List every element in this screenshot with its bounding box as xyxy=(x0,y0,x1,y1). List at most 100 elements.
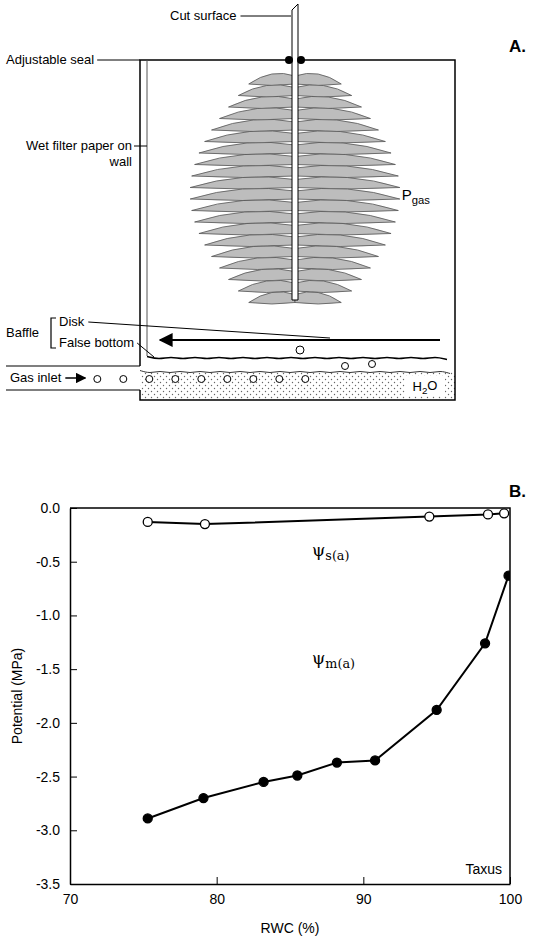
leaflet xyxy=(295,223,391,235)
bubble xyxy=(94,376,101,383)
bubble xyxy=(342,363,349,370)
label: False bottom xyxy=(59,335,134,350)
tick: -1.5 xyxy=(36,661,77,677)
label: Cut surface xyxy=(170,8,236,23)
tick: -3.5 xyxy=(36,876,77,892)
disk xyxy=(160,339,440,341)
label: Disk xyxy=(59,314,85,329)
x-axis-title: RWC (%) xyxy=(261,920,320,936)
seal-dot xyxy=(285,56,293,64)
bubble xyxy=(296,346,304,354)
tick-label: -1.5 xyxy=(36,661,60,677)
leaflet xyxy=(190,188,295,200)
label: Baffle xyxy=(6,325,39,340)
leaflet xyxy=(295,85,352,97)
subscript: gas xyxy=(412,194,431,206)
leaflet xyxy=(192,200,295,212)
tick-label: 70 xyxy=(63,891,79,907)
tick: 90 xyxy=(356,877,372,907)
tick-mark xyxy=(70,562,77,563)
tick: -2.0 xyxy=(36,715,77,731)
series-line xyxy=(148,576,509,819)
leaflet xyxy=(238,85,295,97)
text-run: H xyxy=(413,379,422,394)
tick-mark xyxy=(217,877,218,884)
leaflet xyxy=(295,211,395,223)
tick-label: 100 xyxy=(499,891,523,907)
leaflet xyxy=(190,177,295,189)
plot-frame xyxy=(70,508,510,884)
subscript: m(a) xyxy=(325,656,355,671)
tick: -2.5 xyxy=(36,769,77,785)
tick-label: 80 xyxy=(209,891,225,907)
leaflet xyxy=(295,108,370,120)
leaflet xyxy=(295,292,341,304)
panel-label: A. xyxy=(509,37,526,56)
text-line: Wet filter paper on xyxy=(26,138,132,153)
leaflet xyxy=(212,246,295,258)
tick-mark xyxy=(363,877,364,884)
tick-label: -2.5 xyxy=(36,769,60,785)
axis-line xyxy=(70,509,72,885)
data-point xyxy=(484,510,493,519)
leaflet xyxy=(295,280,352,292)
tick-mark xyxy=(70,830,77,831)
seal-dot xyxy=(297,56,305,64)
annotation: Taxus xyxy=(465,861,502,877)
leaflet xyxy=(295,269,361,281)
tick: 100 xyxy=(499,877,523,907)
text-run: ψ xyxy=(312,648,325,668)
leaflet xyxy=(295,142,391,154)
leaflet xyxy=(295,246,378,258)
leaflet xyxy=(295,188,400,200)
data-point xyxy=(143,814,152,823)
data-point xyxy=(293,771,302,780)
leaflet xyxy=(229,269,295,281)
leaflet xyxy=(295,177,400,189)
data-point xyxy=(259,777,268,786)
axis-line xyxy=(71,884,511,886)
label: Wet filter paper onwall xyxy=(26,138,132,169)
leaflet xyxy=(249,292,295,304)
tick: -3.0 xyxy=(36,822,77,838)
leader xyxy=(97,60,140,61)
series-label: ψs(a) xyxy=(312,540,349,563)
panel-label: B. xyxy=(509,482,526,501)
data-point xyxy=(432,705,441,714)
leaflet xyxy=(295,73,341,85)
tick-mark xyxy=(70,615,77,616)
tick-mark xyxy=(70,669,77,670)
leaflet xyxy=(192,165,295,177)
arrow xyxy=(65,377,85,379)
bubble xyxy=(172,376,179,383)
data-point xyxy=(371,756,380,765)
tick-label: -2.0 xyxy=(36,715,60,731)
data-point xyxy=(199,794,208,803)
leaflet xyxy=(295,119,378,131)
leaflet xyxy=(295,234,385,246)
leaflet xyxy=(195,211,295,223)
leaflet xyxy=(205,234,295,246)
leaflet xyxy=(199,223,295,235)
tick: -1.0 xyxy=(36,607,77,623)
text-run: P xyxy=(402,186,412,203)
leaflet xyxy=(220,108,295,120)
figure-svg: Cut surfaceAdjustable sealWet filter pap… xyxy=(0,0,534,944)
tick: -0.5 xyxy=(36,554,77,570)
y-axis: 0.0 -0.5 -1.0 -1.5 -2.0 -2.5 -3.0 -3.5 xyxy=(36,500,77,892)
bubble xyxy=(250,376,257,383)
bubble xyxy=(302,376,309,383)
tick-label: 0.0 xyxy=(41,500,61,516)
series-label: ψm(a) xyxy=(312,648,355,671)
leaflet xyxy=(238,280,295,292)
data-point xyxy=(143,517,152,526)
leaflet xyxy=(220,257,295,269)
text-run: O xyxy=(427,378,437,393)
tick-label: -3.0 xyxy=(36,822,60,838)
inlet-tube xyxy=(6,365,140,366)
leader xyxy=(134,146,147,147)
tick-mark xyxy=(70,884,77,885)
leaflet xyxy=(205,131,295,143)
tick-mark xyxy=(70,508,77,509)
leader xyxy=(240,16,291,17)
